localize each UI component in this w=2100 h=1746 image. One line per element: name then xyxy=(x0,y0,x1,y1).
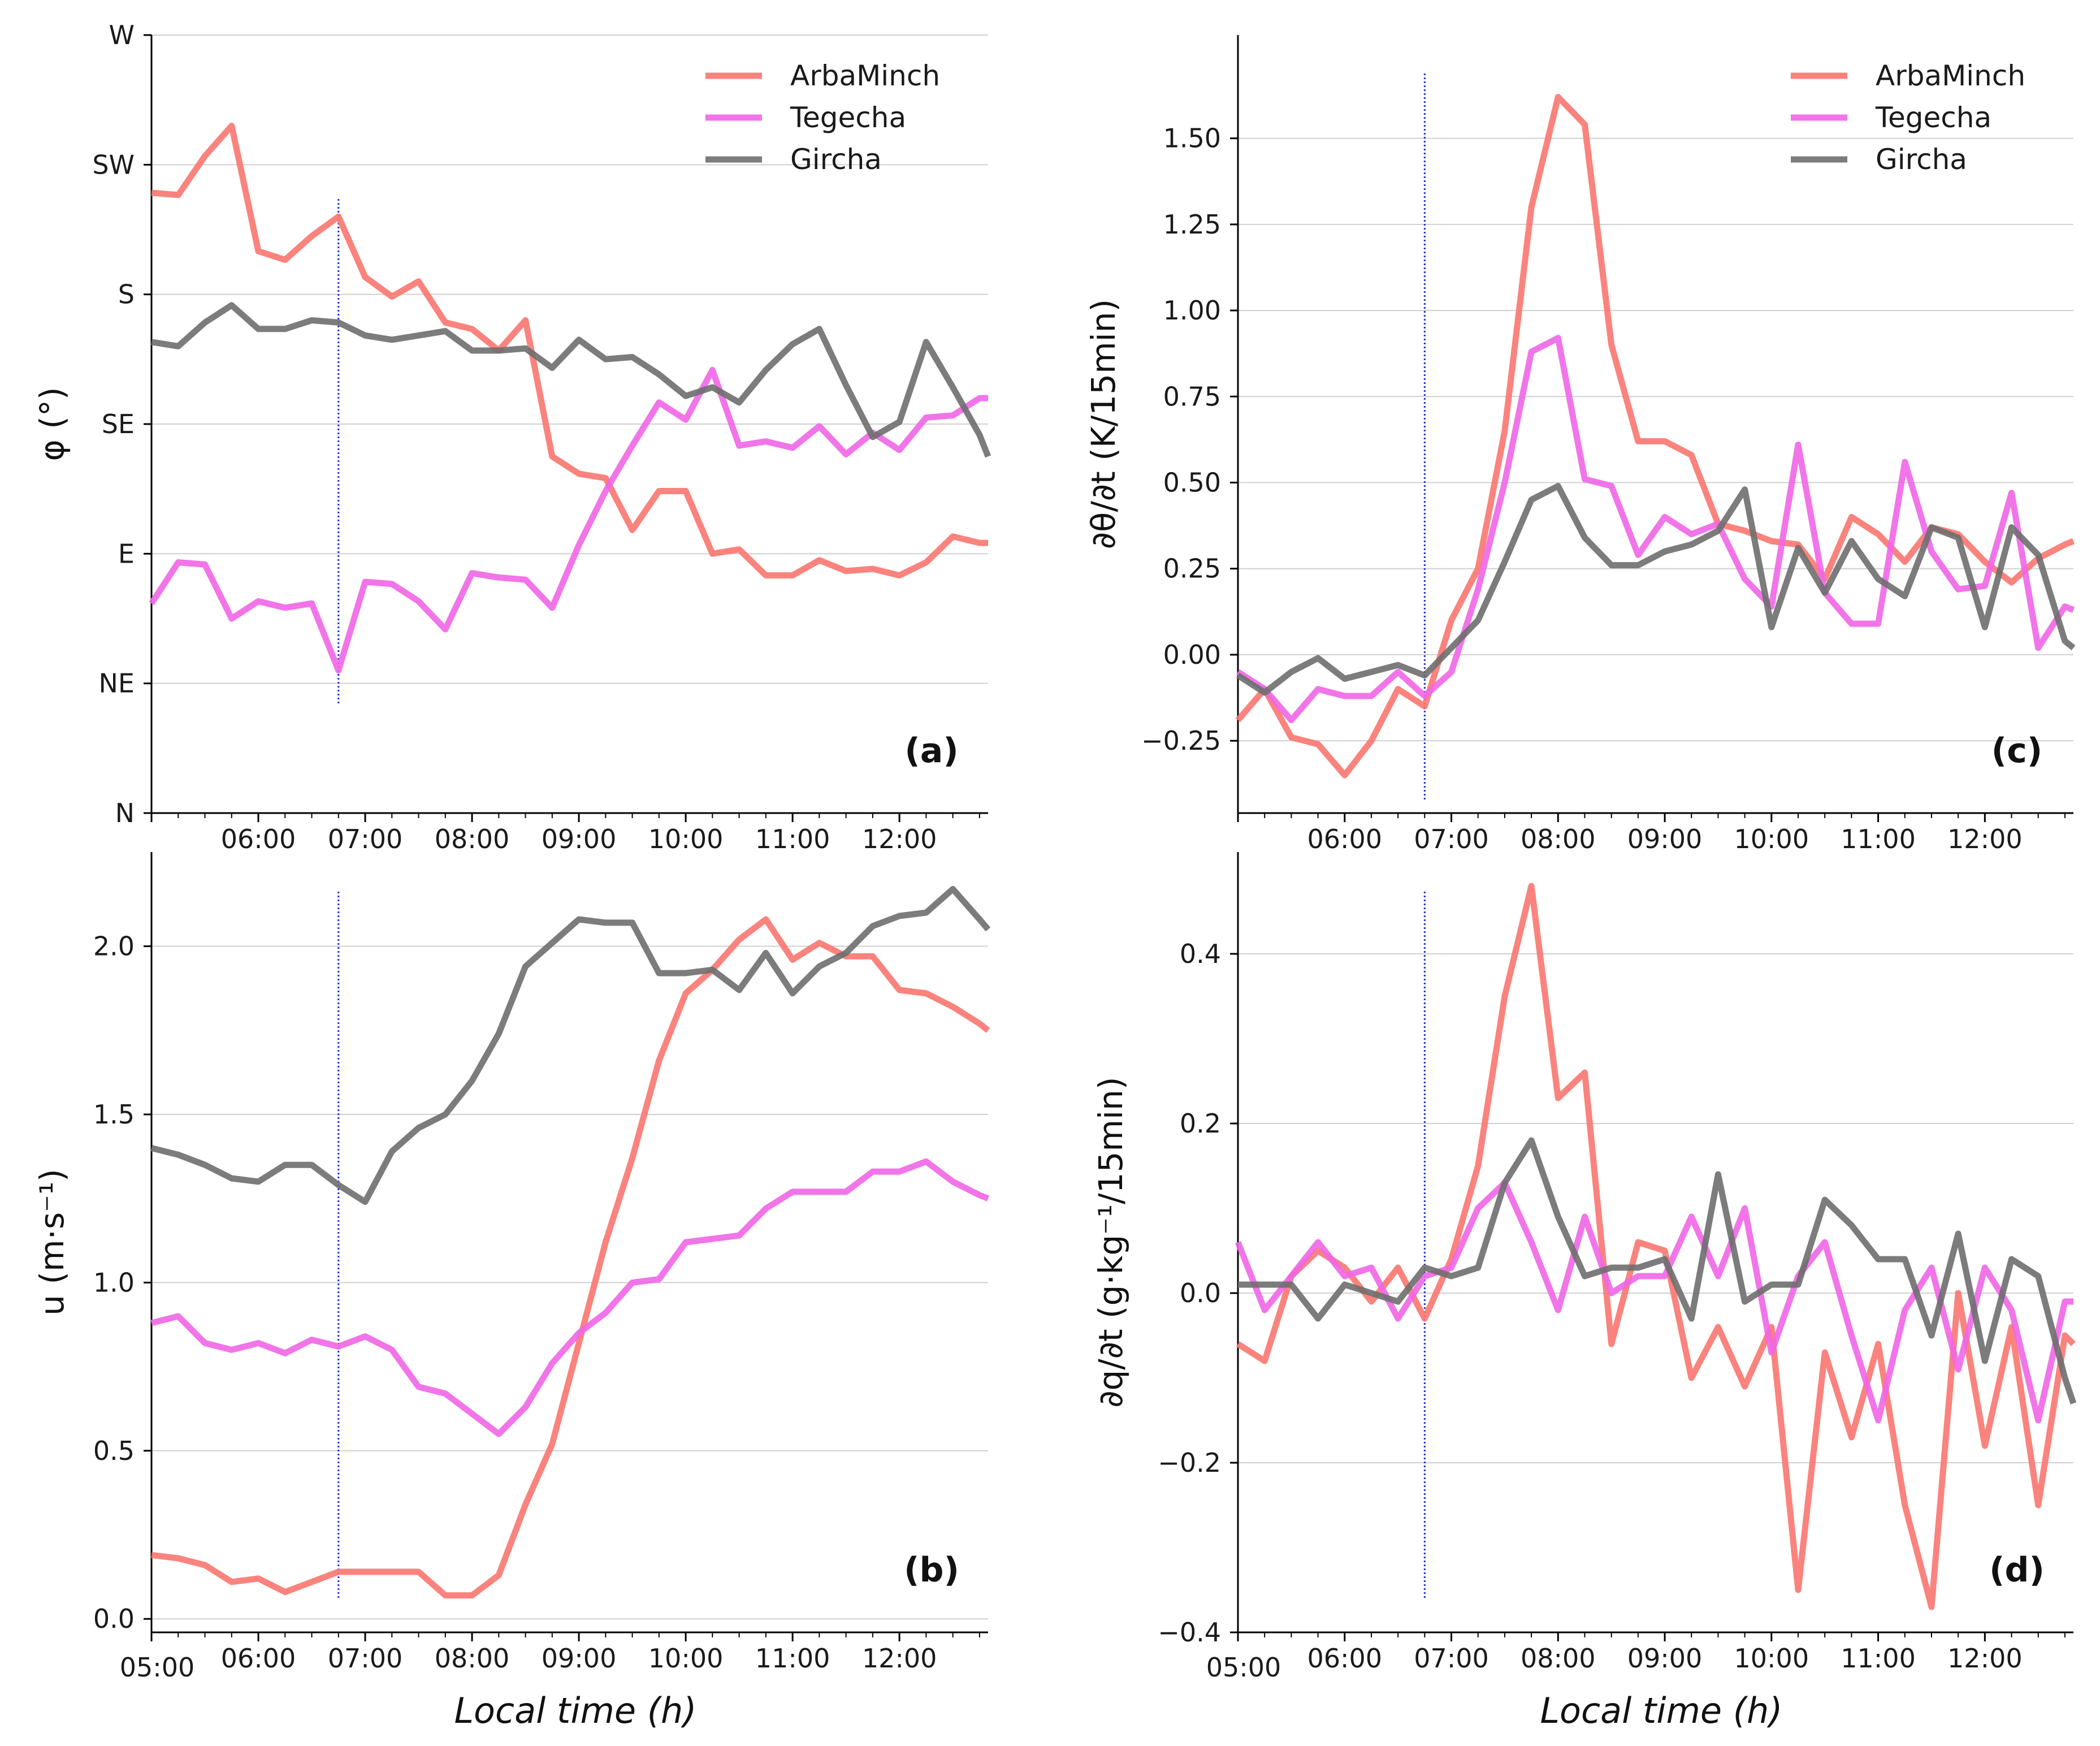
x-tick-label: 05:00 xyxy=(1206,1652,1281,1683)
x-tick-label: 12:00 xyxy=(862,824,937,854)
x-tick-label: 08:00 xyxy=(435,824,510,854)
x-tick-label: 05:00 xyxy=(120,1652,195,1683)
y-axis-title: ∂θ/∂t (K/15min) xyxy=(1084,299,1123,549)
y-tick-label: 1.50 xyxy=(1163,123,1221,154)
series-line-arbaminch xyxy=(151,916,990,1599)
legend-label: Gircha xyxy=(790,143,882,176)
x-tick-label: 11:00 xyxy=(755,824,830,854)
x-tick-label: 06:00 xyxy=(221,1643,296,1674)
y-tick-label: 0.4 xyxy=(1180,939,1221,969)
y-tick-label: 0.2 xyxy=(1180,1108,1221,1139)
x-tick-label: 09:00 xyxy=(1627,1643,1703,1674)
y-tick-label: 0.00 xyxy=(1163,639,1221,670)
panel-b-wind-speed: 0.0 0.5 1.0 1.5 2.0 05:00 06:00 07:00 08:00 09:00… xyxy=(33,852,991,1731)
panel-label: (a) xyxy=(904,731,958,771)
x-tick-label: 11:00 xyxy=(1841,1643,1916,1674)
legend-label: ArbaMinch xyxy=(790,59,940,92)
panel-label: (b) xyxy=(904,1550,959,1590)
y-axis-title: ∂q/∂t (g·kg⁻¹/15min) xyxy=(1092,1077,1130,1407)
x-tick-label: 08:00 xyxy=(1521,1643,1596,1674)
y-tick-label: 1.5 xyxy=(93,1099,135,1130)
y-tick-label: SW xyxy=(92,149,135,180)
panel-label: (d) xyxy=(1989,1550,2045,1590)
x-axis-title: Local time (h) xyxy=(454,1690,697,1731)
series-line-tegecha xyxy=(149,366,988,674)
x-axis-title: Local time (h) xyxy=(1540,1690,1783,1731)
x-tick-label: 10:00 xyxy=(648,1643,724,1674)
y-tick-label: 1.00 xyxy=(1163,295,1221,326)
y-tick-label: SE xyxy=(102,409,135,439)
series-line-tegecha xyxy=(150,1158,990,1437)
x-tick-label: 10:00 xyxy=(648,824,724,854)
x-tick-label: 11:00 xyxy=(1841,824,1916,854)
y-tick-label: S xyxy=(118,279,135,310)
y-tick-label: 0.0 xyxy=(93,1604,135,1634)
y-tick-label: W xyxy=(109,20,135,50)
x-tick-label: 07:00 xyxy=(1414,1643,1489,1674)
y-tick-label: N xyxy=(115,798,135,828)
x-tick-label: 07:00 xyxy=(328,824,403,854)
x-tick-label: 09:00 xyxy=(542,824,617,854)
y-axis-title: φ (°) xyxy=(33,387,71,461)
y-tick-label: 0.75 xyxy=(1163,381,1221,412)
series-line-gircha xyxy=(1236,483,2076,696)
legend-label: Tegecha xyxy=(1875,101,1991,134)
x-tick-label: 09:00 xyxy=(1627,824,1703,854)
series-line-arbaminch xyxy=(1236,883,2076,1610)
series-line-arbaminch xyxy=(151,123,988,579)
x-tick-label: 11:00 xyxy=(755,1643,830,1674)
x-tick-label: 06:00 xyxy=(1307,1643,1382,1674)
series-line-gircha xyxy=(150,885,991,1205)
panel-d-humidity-tendency: −0.4 −0.2 0.0 0.2 0.4 05:00 06:00 07:00 08:00 09:… xyxy=(1092,852,2077,1731)
y-axis-title: u (m·s⁻¹) xyxy=(33,1169,71,1315)
y-tick-label: 2.0 xyxy=(93,931,135,962)
y-tick-label: NE xyxy=(99,668,135,699)
panel-c-potential-temperature-tendency: −0.25 0.00 0.25 0.50 0.75 1.00 1.25 1.50 06:00 07… xyxy=(1084,35,2076,854)
x-tick-label: 08:00 xyxy=(435,1643,510,1674)
panel-a-wind-direction: N NE E SE S SW W 06:00 07:00 08:00 09:00 10:00 11:00… xyxy=(33,20,991,854)
x-tick-label: 07:00 xyxy=(1414,824,1489,854)
y-tick-label: 1.25 xyxy=(1163,209,1221,240)
legend-label: Gircha xyxy=(1876,143,1967,176)
x-tick-label: 12:00 xyxy=(1947,1643,2023,1674)
y-tick-label: 0.5 xyxy=(93,1436,135,1466)
y-tick-label: E xyxy=(118,538,135,569)
panel-label: (c) xyxy=(1991,731,2042,771)
y-tick-label: −0.2 xyxy=(1158,1447,1221,1478)
x-tick-label: 06:00 xyxy=(221,824,296,854)
legend-label: Tegecha xyxy=(790,101,906,134)
y-tick-label: −0.4 xyxy=(1158,1617,1221,1648)
series-line-tegecha xyxy=(1235,1179,2073,1424)
x-tick-label: 07:00 xyxy=(328,1643,403,1674)
x-tick-label: 10:00 xyxy=(1734,1643,1809,1674)
x-tick-label: 09:00 xyxy=(542,1643,617,1674)
x-tick-label: 08:00 xyxy=(1521,824,1596,854)
legend-label: ArbaMinch xyxy=(1876,59,2025,92)
x-tick-label: 12:00 xyxy=(862,1643,937,1674)
y-tick-label: 0.0 xyxy=(1180,1278,1221,1308)
series-line-tegecha xyxy=(1236,335,2075,724)
series-line-gircha xyxy=(1238,1137,2077,1404)
y-tick-label: −0.25 xyxy=(1141,725,1221,756)
x-tick-label: 10:00 xyxy=(1734,824,1809,854)
series-line-gircha xyxy=(151,302,991,458)
x-tick-label: 06:00 xyxy=(1307,824,1382,854)
x-tick-label: 12:00 xyxy=(1947,824,2023,854)
y-tick-label: 1.0 xyxy=(93,1267,135,1298)
y-tick-label: 0.25 xyxy=(1163,554,1221,584)
y-tick-label: 0.50 xyxy=(1163,468,1221,498)
